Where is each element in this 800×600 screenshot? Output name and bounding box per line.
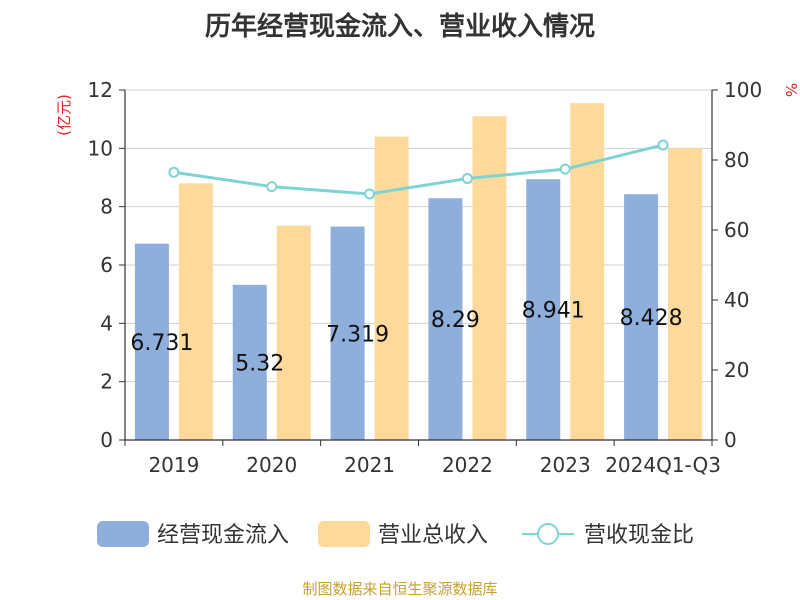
x-tick-label: 2023 xyxy=(540,453,591,477)
ratio-line xyxy=(168,139,669,200)
data-label: 6.731 xyxy=(130,331,193,356)
x-tick-label: 2021 xyxy=(344,453,395,477)
data-label: 8.941 xyxy=(522,299,585,324)
data-label: 8.29 xyxy=(431,308,480,333)
source-note: 制图数据来自恒生聚源数据库 xyxy=(302,580,498,598)
x-tick-label: 2020 xyxy=(246,453,297,477)
legend-label: 营收现金比 xyxy=(584,523,694,548)
y-right-tick-label: 40 xyxy=(724,288,749,312)
data-labels: 6.731 5.32 7.319 8.29 8.941 8.428 xyxy=(130,299,682,377)
legend-label: 经营现金流入 xyxy=(157,523,289,548)
bar-cash-inflow xyxy=(526,179,561,441)
y-right-tick-label: 20 xyxy=(724,358,749,382)
x-tick-label: 2019 xyxy=(148,453,199,477)
bars xyxy=(134,103,703,441)
bar-cash-inflow xyxy=(624,194,659,440)
bar-cash-inflow xyxy=(232,284,267,440)
data-label: 5.32 xyxy=(235,351,284,376)
bar-cash-inflow xyxy=(134,243,169,440)
bar-cash-inflow xyxy=(330,226,365,440)
bar-cash-inflow xyxy=(428,198,463,440)
legend-swatch xyxy=(318,521,370,547)
y-right-tick-label: 60 xyxy=(724,218,749,242)
y-left-tick-label: 4 xyxy=(100,311,113,335)
x-tick-label: 2022 xyxy=(442,453,493,477)
y-right-tick-label: 80 xyxy=(724,148,749,172)
bar-revenue xyxy=(668,148,703,441)
ratio-point xyxy=(559,163,571,175)
y-left-tick-label: 2 xyxy=(100,370,113,394)
ratio-point xyxy=(461,173,473,185)
ratio-point xyxy=(266,181,278,193)
legend-marker xyxy=(537,523,559,545)
data-label: 7.319 xyxy=(326,322,389,347)
ratio-point xyxy=(657,139,669,151)
data-label: 8.428 xyxy=(620,306,683,331)
ratio-point xyxy=(364,188,376,200)
y-right-tick-label: 0 xyxy=(724,428,737,452)
bar-revenue xyxy=(570,103,605,440)
y-left-tick-label: 6 xyxy=(100,253,113,277)
y-right-unit: % xyxy=(782,83,800,97)
bar-revenue xyxy=(472,116,507,440)
legend-swatch xyxy=(97,521,149,547)
y-left-tick-label: 8 xyxy=(100,195,113,219)
ratio-line-path xyxy=(173,143,664,196)
bar-revenue xyxy=(276,225,311,440)
axes: 0 2 4 6 8 10 12 0 20 40 60 80 100 2019 2020 2021 2022 202… xyxy=(55,78,800,477)
x-tick-label: 2024Q1-Q3 xyxy=(605,453,721,477)
y-left-tick-label: 12 xyxy=(88,78,113,102)
bar-revenue xyxy=(178,183,213,441)
ratio-point xyxy=(168,166,180,178)
y-left-unit: (亿元) xyxy=(55,94,73,136)
chart-title: 历年经营现金流入、营业收入情况 xyxy=(204,12,595,42)
legend-label: 营业总收入 xyxy=(378,523,488,548)
y-left-tick-label: 0 xyxy=(100,428,113,452)
legend: 经营现金流入 营业总收入 营收现金比 xyxy=(97,521,694,548)
gridlines xyxy=(125,89,712,383)
bar-revenue xyxy=(374,136,409,440)
y-left-tick-label: 10 xyxy=(88,136,113,160)
y-right-tick-label: 100 xyxy=(724,78,762,102)
